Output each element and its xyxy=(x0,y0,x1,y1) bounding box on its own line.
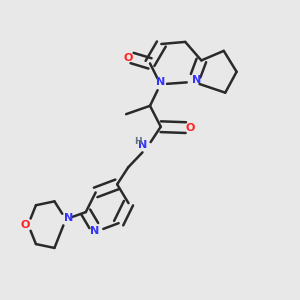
Text: N: N xyxy=(89,226,99,236)
Text: N: N xyxy=(192,75,201,85)
Text: O: O xyxy=(20,220,30,230)
Text: O: O xyxy=(186,123,195,133)
Text: O: O xyxy=(124,53,133,63)
Text: H: H xyxy=(134,137,142,146)
Text: N: N xyxy=(64,213,74,223)
Text: N: N xyxy=(156,77,165,87)
Text: N: N xyxy=(138,140,148,150)
